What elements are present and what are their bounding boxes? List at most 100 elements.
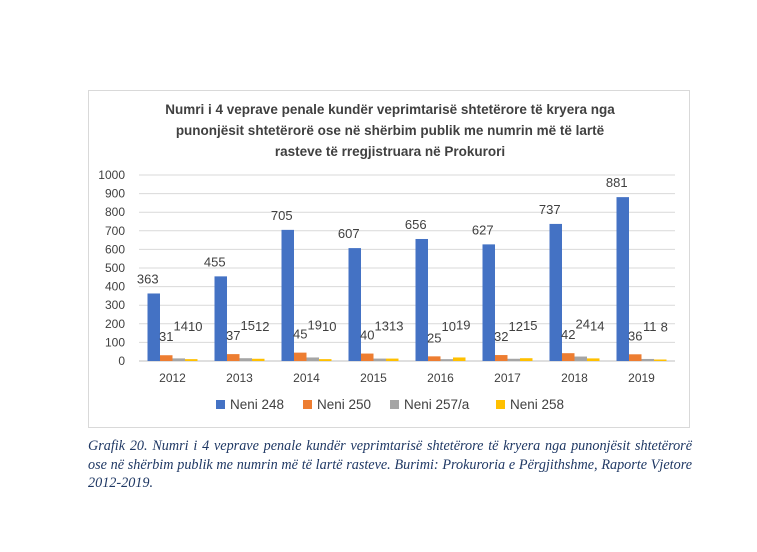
data-label: 455: [204, 254, 226, 269]
y-tick-label: 1000: [98, 168, 125, 182]
x-tick-label: 2015: [360, 371, 387, 385]
legend-swatch: [496, 400, 505, 409]
data-label: 36: [628, 328, 642, 343]
data-label: 12: [509, 319, 523, 334]
chart-title-line: Numri i 4 veprave penale kundër veprimta…: [165, 102, 615, 117]
data-label: 25: [427, 330, 441, 345]
data-label: 705: [271, 208, 293, 223]
x-tick-label: 2018: [561, 371, 588, 385]
data-label: 11: [643, 319, 657, 334]
bar-neni-257-a: [239, 358, 252, 361]
bar-neni-250: [227, 354, 240, 361]
data-label: 881: [606, 175, 628, 190]
y-tick-label: 700: [105, 224, 125, 238]
data-label: 24: [576, 317, 590, 332]
bar-neni-248: [482, 244, 495, 361]
bar-neni-258: [587, 358, 600, 361]
chart-frame: Numri i 4 veprave penale kundër veprimta…: [88, 90, 690, 428]
data-label: 627: [472, 222, 494, 237]
bar-neni-258: [654, 359, 667, 361]
data-label: 42: [561, 327, 575, 342]
bar-neni-257-a: [574, 356, 587, 361]
bar-neni-248: [616, 197, 629, 361]
bar-neni-248: [348, 248, 361, 361]
data-label: 32: [494, 329, 508, 344]
legend-label: Neni 250: [317, 397, 371, 412]
x-axis-ticks: 2012 2013 2014 2015 2016 2017 2018 2019: [159, 371, 655, 385]
data-label: 363: [137, 271, 159, 286]
data-label: 10: [188, 319, 202, 334]
bar-neni-258: [453, 357, 466, 361]
y-axis-ticks: 0 100 200 300 400 500 600 700 800 900 1000: [98, 168, 125, 368]
legend-swatch: [216, 400, 225, 409]
data-label: 37: [226, 328, 240, 343]
data-label: 19: [308, 317, 322, 332]
bar-neni-250: [495, 355, 508, 361]
data-label: 15: [523, 318, 537, 333]
data-label: 14: [590, 318, 604, 333]
x-tick-label: 2014: [293, 371, 320, 385]
data-label: 14: [174, 318, 188, 333]
bar-neni-250: [562, 353, 575, 361]
x-tick-label: 2012: [159, 371, 186, 385]
data-label: 8: [661, 320, 668, 335]
legend-label: Neni 258: [510, 397, 564, 412]
bars: [147, 197, 667, 361]
y-tick-label: 300: [105, 298, 125, 312]
bar-neni-257-a: [373, 358, 386, 361]
bar-neni-250: [428, 356, 441, 361]
x-tick-label: 2013: [226, 371, 253, 385]
data-label: 737: [539, 202, 561, 217]
data-label: 10: [442, 319, 456, 334]
data-label: 13: [389, 319, 403, 334]
bar-neni-257-a: [641, 358, 654, 361]
bar-neni-250: [160, 355, 173, 361]
bar-neni-258: [185, 359, 198, 361]
data-label: 45: [293, 327, 307, 342]
bar-neni-248: [147, 293, 160, 361]
bar-neni-258: [319, 359, 332, 361]
data-label: 656: [405, 217, 427, 232]
x-tick-label: 2019: [628, 371, 655, 385]
chart-title: Numri i 4 veprave penale kundër veprimta…: [165, 102, 615, 159]
data-label: 13: [375, 319, 389, 334]
x-tick-label: 2016: [427, 371, 454, 385]
chart-title-line: rasteve të rregjistruara në Prokurori: [275, 144, 505, 159]
data-label: 607: [338, 226, 360, 241]
y-tick-label: 400: [105, 280, 125, 294]
bar-neni-248: [281, 229, 294, 361]
y-tick-label: 900: [105, 187, 125, 201]
bar-neni-248: [415, 238, 428, 361]
bar-chart: Numri i 4 veprave penale kundër veprimta…: [98, 102, 675, 412]
data-label: 40: [360, 328, 374, 343]
data-label: 15: [241, 318, 255, 333]
y-tick-label: 600: [105, 242, 125, 256]
bar-neni-258: [252, 358, 265, 361]
y-tick-label: 800: [105, 205, 125, 219]
x-tick-label: 2017: [494, 371, 521, 385]
data-label: 12: [255, 319, 269, 334]
y-tick-label: 100: [105, 335, 125, 349]
data-label: 31: [159, 329, 173, 344]
gridlines: [139, 174, 675, 362]
data-label: 10: [322, 319, 336, 334]
bar-neni-258: [386, 358, 399, 361]
bar-neni-250: [361, 353, 374, 361]
bar-neni-257-a: [440, 359, 453, 361]
bar-neni-250: [294, 352, 307, 361]
legend-swatch: [303, 400, 312, 409]
legend-swatch: [390, 400, 399, 409]
bar-neni-257-a: [306, 357, 319, 361]
figure-caption: Grafik 20. Numri i 4 veprave penale kund…: [88, 438, 692, 491]
y-tick-label: 200: [105, 317, 125, 331]
y-tick-label: 500: [105, 261, 125, 275]
y-tick-label: 0: [118, 354, 125, 368]
bar-neni-257-a: [507, 358, 520, 361]
data-label: 19: [456, 317, 470, 332]
chart-title-line: punonjësit shtetërorë ose në shërbim pub…: [176, 123, 605, 138]
legend: Neni 248 Neni 250 Neni 257/a Neni 258: [216, 397, 564, 412]
bar-neni-250: [629, 354, 642, 361]
bar-neni-248: [214, 276, 227, 361]
legend-label: Neni 257/a: [404, 397, 470, 412]
